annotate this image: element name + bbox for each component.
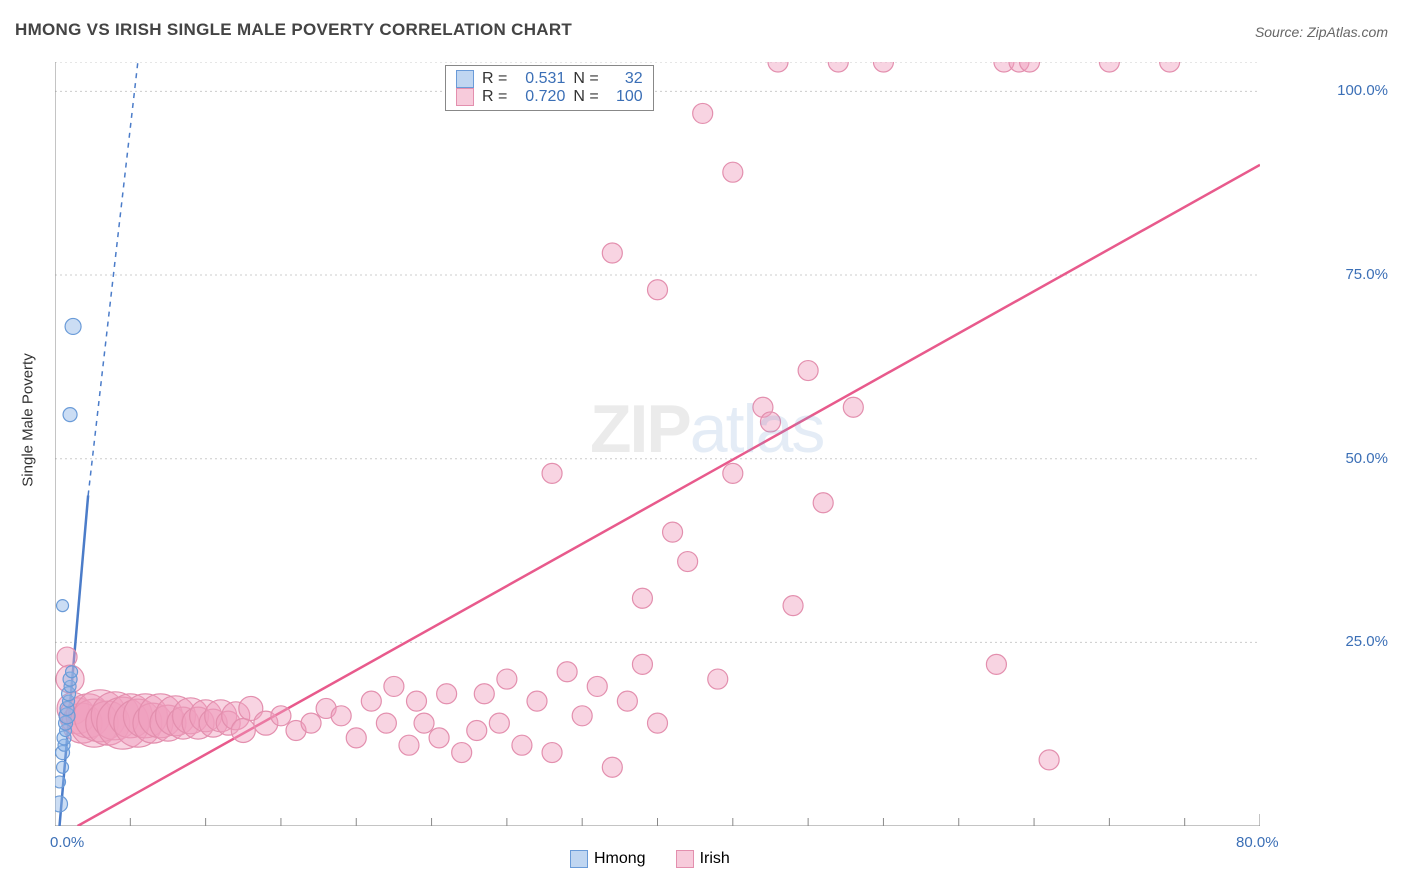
y-tick-label: 75.0%: [1345, 266, 1388, 283]
hmong-n-value: 32: [607, 70, 643, 88]
irish-swatch-icon: [676, 850, 694, 868]
legend-label-irish: Irish: [700, 850, 730, 868]
hmong-r-value: 0.531: [515, 70, 565, 88]
irish-r-value: 0.720: [515, 88, 565, 106]
plot-area: [55, 62, 1260, 826]
legend-item-irish: Irish: [676, 850, 730, 868]
stat-legend-box: R = 0.531 N = 32 R = 0.720 N = 100: [445, 65, 654, 111]
r-label: R =: [482, 70, 507, 88]
legend-item-hmong: Hmong: [570, 850, 646, 868]
y-tick-label: 0.0%: [50, 834, 84, 851]
y-tick-label: 50.0%: [1345, 450, 1388, 467]
x-tick-label: 80.0%: [1236, 834, 1279, 851]
y-axis-label: Single Male Poverty: [20, 353, 37, 486]
hmong-swatch-icon: [456, 70, 474, 88]
n-label: N =: [573, 88, 598, 106]
y-tick-label: 100.0%: [1337, 82, 1388, 99]
hmong-swatch-icon: [570, 850, 588, 868]
y-tick-label: 25.0%: [1345, 633, 1388, 650]
stat-row-hmong: R = 0.531 N = 32: [456, 70, 643, 88]
bottom-legend: Hmong Irish: [570, 850, 730, 868]
stat-row-irish: R = 0.720 N = 100: [456, 88, 643, 106]
r-label: R =: [482, 88, 507, 106]
n-label: N =: [573, 70, 598, 88]
chart-title: HMONG VS IRISH SINGLE MALE POVERTY CORRE…: [15, 20, 572, 40]
scatter-chart: [55, 62, 1260, 826]
legend-label-hmong: Hmong: [594, 850, 646, 868]
chart-source: Source: ZipAtlas.com: [1255, 24, 1388, 40]
irish-n-value: 100: [607, 88, 643, 106]
irish-swatch-icon: [456, 88, 474, 106]
